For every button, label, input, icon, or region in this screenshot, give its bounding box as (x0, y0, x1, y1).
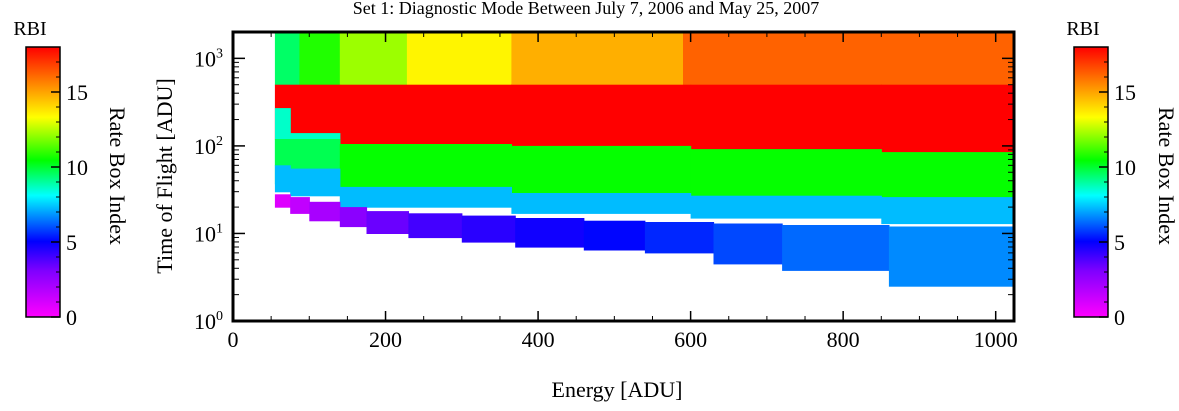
colorbar-left: RBI 0 5 10 15 Rate Box Index (13, 18, 130, 330)
y-tick-label: 100 (194, 309, 223, 334)
heatmap-cell (274, 194, 291, 208)
heatmap-cell (339, 84, 512, 145)
colorbar-right: RBI 0 5 10 15 Rate Box Index (1066, 18, 1179, 330)
colorbar-label: Rate Box Index (1154, 107, 1179, 245)
y-tick-label: 102 (194, 134, 223, 159)
heatmap-cell (299, 32, 341, 86)
colorbar-tick-label: 5 (66, 230, 77, 255)
colorbar-title: RBI (1066, 18, 1099, 40)
colorbar-title: RBI (13, 18, 46, 40)
heatmap-cell (881, 197, 1015, 225)
heatmap-cell (888, 226, 1015, 287)
heatmap-cell (690, 84, 882, 150)
heatmap-cell (290, 168, 341, 197)
x-tick-label: 0 (228, 327, 239, 352)
heatmap-cell (515, 218, 585, 248)
colorbar-ticks: 0 5 10 15 (1099, 61, 1136, 330)
x-axis-label: Energy [ADU] (552, 377, 683, 402)
heatmap-cell (511, 193, 692, 214)
colorbar-tick-label: 15 (66, 80, 88, 105)
heatmap-cell (406, 32, 512, 86)
colorbar-gradient (1073, 46, 1109, 318)
x-tick-label: 600 (674, 327, 707, 352)
x-tick-label: 1000 (974, 327, 1018, 352)
colorbar-tick-label: 5 (1114, 230, 1125, 255)
heatmap-cell (290, 197, 310, 214)
colorbar-tick-label: 10 (1114, 155, 1136, 180)
colorbar-tick-label: 10 (66, 155, 88, 180)
heatmap-cell (339, 144, 512, 188)
x-axis: 0 200 400 600 800 1000 (228, 32, 1018, 352)
colorbar-label: Rate Box Index (105, 107, 130, 245)
x-tick-label: 800 (827, 327, 860, 352)
heatmap-cell (274, 32, 300, 86)
heatmap-cell (339, 32, 408, 86)
colorbar-tick-label: 0 (1114, 305, 1125, 330)
colorbar-tick-label: 0 (66, 305, 77, 330)
y-axis-label: Time of Flight [ADU] (152, 78, 177, 273)
heatmap-cell (366, 211, 409, 234)
heatmap-cell (461, 215, 516, 243)
heatmap-cell (644, 222, 715, 254)
heatmap-cell (690, 195, 882, 219)
heatmap-cell (408, 213, 463, 239)
heatmap-cell (881, 84, 1015, 153)
heatmap-cell (683, 32, 1015, 86)
heatmap-cell (511, 84, 692, 147)
x-tick-label: 200 (369, 327, 402, 352)
heatmap-cell (274, 165, 291, 193)
heatmap-cell (339, 207, 368, 228)
heatmap-cell (309, 201, 341, 222)
heatmap-cell (511, 145, 692, 194)
x-tick-label: 400 (522, 327, 555, 352)
colorbar-gradient (25, 46, 61, 318)
plot-area (274, 32, 1015, 287)
heatmap-cell (713, 223, 783, 265)
heatmap-cell (583, 220, 646, 251)
y-tick-label: 103 (194, 46, 223, 71)
heatmap-cell (881, 152, 1015, 198)
heatmap-cell (511, 32, 684, 86)
heatmap-cell (690, 149, 882, 197)
chart-title: Set 1: Diagnostic Mode Between July 7, 2… (353, 0, 819, 18)
colorbar-ticks: 0 5 10 15 (51, 61, 88, 330)
heatmap-cell (339, 186, 512, 208)
plot-frame (231, 30, 1016, 323)
y-tick-label: 101 (194, 221, 223, 246)
colorbar-tick-label: 15 (1114, 80, 1136, 105)
heatmap-cell (782, 225, 890, 271)
